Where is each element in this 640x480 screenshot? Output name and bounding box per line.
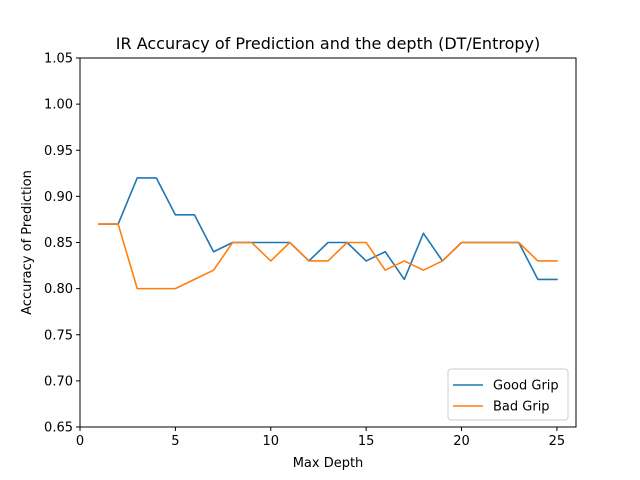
x-tick-label: 20 bbox=[453, 434, 470, 449]
legend-box bbox=[447, 368, 569, 421]
series-line-bad-grip bbox=[98, 223, 558, 290]
y-tick-label: 0.85 bbox=[44, 236, 73, 251]
y-tick-label: 1.00 bbox=[44, 98, 73, 113]
legend-label: Bad Grip bbox=[493, 400, 550, 415]
y-tick-label: 0.95 bbox=[44, 144, 73, 159]
x-tick-label: 10 bbox=[262, 434, 279, 449]
legend-label: Good Grip bbox=[493, 379, 559, 394]
x-axis-label: Max Depth bbox=[293, 456, 364, 471]
y-tick-label: 1.05 bbox=[44, 52, 73, 67]
x-axis: 0 5 10 15 20 25 bbox=[76, 427, 565, 449]
y-tick-label: 0.75 bbox=[44, 328, 73, 343]
x-tick-label: 25 bbox=[549, 434, 566, 449]
y-axis-label: Accuracy of Prediction bbox=[20, 170, 35, 315]
series-lines bbox=[98, 177, 558, 290]
x-tick-label: 5 bbox=[171, 434, 179, 449]
x-tick-label: 15 bbox=[358, 434, 375, 449]
y-tick-label: 0.65 bbox=[44, 421, 73, 436]
x-tick-label: 0 bbox=[76, 434, 84, 449]
y-axis: 0.65 0.70 0.75 0.80 0.85 0.90 0.95 1.00 1.05 bbox=[44, 52, 80, 436]
y-tick-label: 0.70 bbox=[44, 374, 73, 389]
legend: Good Grip Bad Grip bbox=[447, 368, 569, 421]
y-tick-label: 0.90 bbox=[44, 190, 73, 205]
chart-title: IR Accuracy of Prediction and the depth … bbox=[116, 34, 540, 53]
y-tick-label: 0.80 bbox=[44, 282, 73, 297]
